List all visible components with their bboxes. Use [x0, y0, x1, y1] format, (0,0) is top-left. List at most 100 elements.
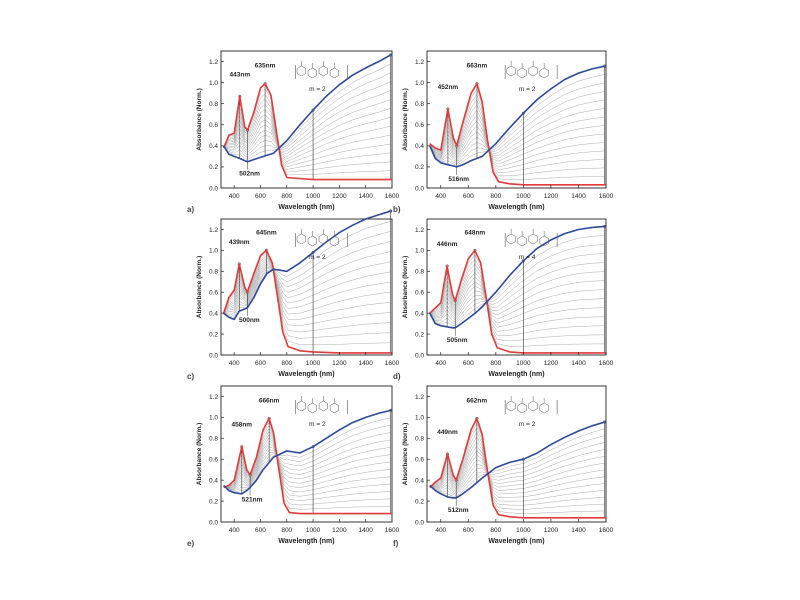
x-axis-label: Wavelength (nm)	[278, 204, 334, 211]
valley-annotation: 505nm	[447, 337, 468, 344]
panel-6: 400 600 800 1000 1200 1400 1600 0.0 0.2 0.4 0.6 0.8…	[393, 385, 614, 548]
y-tick-label: 1.0	[415, 415, 424, 422]
ring	[318, 65, 328, 77]
y-tick-label: 1.2	[415, 59, 424, 66]
intermediate-spectrum-3	[223, 255, 393, 333]
x-tick-label: 400	[435, 527, 446, 534]
panel-5: 400 600 800 1000 1200 1400 1600 0.0 0.2 0.4 0.6 0.8…	[187, 385, 400, 548]
x-axis-label: Wavelength (nm)	[278, 538, 334, 545]
intermediate-spectrum-2	[429, 94, 607, 177]
x-tick-label: 600	[463, 527, 474, 534]
ring	[296, 400, 306, 412]
x-tick-label: 1200	[332, 360, 347, 367]
intermediate-spectrum-10	[223, 89, 393, 153]
intermediate-spectrum-4	[223, 257, 393, 326]
ring	[329, 402, 339, 414]
y-tick-label: 0.2	[209, 498, 218, 505]
x-tick-label: 1600	[599, 193, 614, 200]
repeat-count-label: m = 2	[309, 254, 326, 261]
y-tick-label: 0.0	[209, 519, 218, 526]
panel-label: d)	[393, 372, 401, 381]
x-tick-label: 800	[281, 193, 292, 200]
x-tick-label: 1600	[385, 193, 400, 200]
intermediate-spectrum-4	[429, 436, 607, 502]
intermediate-spectrum-2	[429, 259, 606, 342]
peak2-annotation: 663nm	[467, 63, 488, 70]
y-tick-label: 1.0	[209, 248, 218, 255]
x-tick-label: 1000	[516, 527, 531, 534]
molecule-structure: m = 4	[504, 229, 558, 261]
x-tick-label: 1200	[332, 193, 347, 200]
x-axis-label: Wavelength (nm)	[488, 371, 544, 378]
y-tick-label: 0.0	[209, 185, 218, 192]
intermediate-spectrum-12	[429, 244, 607, 324]
peak1-annotation: 458nm	[231, 422, 252, 429]
x-tick-label: 1200	[332, 527, 347, 534]
panel-label: e)	[187, 539, 194, 548]
x-tick-label: 1200	[544, 193, 559, 200]
intermediate-spectrum-1	[223, 89, 393, 176]
intermediate-spectrum-6	[429, 445, 607, 495]
y-tick-label: 0.4	[209, 310, 218, 317]
intermediate-spectrum-9	[223, 446, 393, 489]
y-tick-label: 0.6	[209, 457, 218, 464]
x-tick-label: 400	[435, 193, 446, 200]
valley-annotation: 516nm	[448, 176, 469, 183]
intermediate-spectrum-3	[429, 263, 606, 336]
intermediate-spectrum-13	[223, 62, 393, 160]
intermediate-spectrum-11	[429, 441, 607, 495]
molecule-structure: m = 2	[295, 396, 348, 428]
x-tick-label: 1400	[358, 527, 373, 534]
intermediate-spectrum-11	[223, 80, 393, 155]
intermediate-spectrum-7	[429, 121, 607, 162]
y-tick-label: 0.2	[415, 164, 424, 171]
intermediate-spectrum-8	[429, 455, 607, 491]
y-tick-label: 0.0	[415, 352, 424, 359]
intermediate-spectrum-13	[429, 235, 607, 326]
valley-annotation: 521nm	[242, 496, 263, 503]
intermediate-spectrum-11	[429, 253, 607, 322]
y-tick-label: 0.4	[209, 143, 218, 150]
y-axis-label: Absorbance (Norm.)	[402, 256, 409, 318]
x-tick-label: 1600	[385, 527, 400, 534]
intermediate-spectrum-6	[223, 114, 393, 163]
ring	[539, 402, 549, 414]
intermediate-spectrum-10	[223, 251, 393, 314]
y-tick-label: 1.2	[209, 59, 218, 66]
repeat-count-label: m = 4	[519, 254, 536, 261]
intermediate-spectrum-8	[429, 280, 606, 318]
x-tick-label: 1000	[306, 360, 321, 367]
y-tick-label: 0.6	[415, 290, 424, 297]
intermediate-spectrum-10	[223, 439, 393, 490]
intermediate-spectrum-3	[223, 99, 393, 170]
intermediate-spectrum-8	[223, 263, 393, 314]
intermediate-spectrum-10	[429, 448, 607, 494]
y-tick-label: 1.0	[415, 248, 424, 255]
valley-annotation: 512nm	[448, 507, 469, 514]
y-axis-label: Absorbance (Norm.)	[196, 423, 203, 485]
panel-label: b)	[393, 205, 401, 214]
ring	[539, 235, 549, 247]
y-tick-label: 1.0	[415, 80, 424, 87]
intermediate-spectrum-8	[223, 107, 393, 157]
final-spectrum-line	[429, 65, 607, 168]
x-tick-label: 1600	[599, 527, 614, 534]
x-tick-label: 800	[281, 527, 292, 534]
y-axis-label: Absorbance (Norm.)	[196, 256, 203, 318]
repeat-bracket	[504, 400, 558, 414]
molecule-structure: m = 2	[295, 229, 348, 261]
ring	[318, 233, 328, 245]
repeat-bracket	[504, 233, 558, 247]
ring	[506, 65, 516, 77]
x-axis-label: Wavelength (nm)	[278, 371, 334, 378]
plot-frame	[220, 50, 393, 189]
x-tick-label: 1400	[571, 360, 586, 367]
intermediate-spectrum-4	[429, 268, 607, 332]
intermediate-spectrum-5	[429, 441, 607, 498]
intermediate-spectrum-11	[223, 432, 393, 491]
intermediate-spectrum-5	[223, 109, 393, 165]
y-tick-label: 0.2	[209, 164, 218, 171]
ring	[506, 400, 516, 412]
y-tick-label: 1.0	[209, 415, 218, 422]
ring	[329, 67, 339, 79]
